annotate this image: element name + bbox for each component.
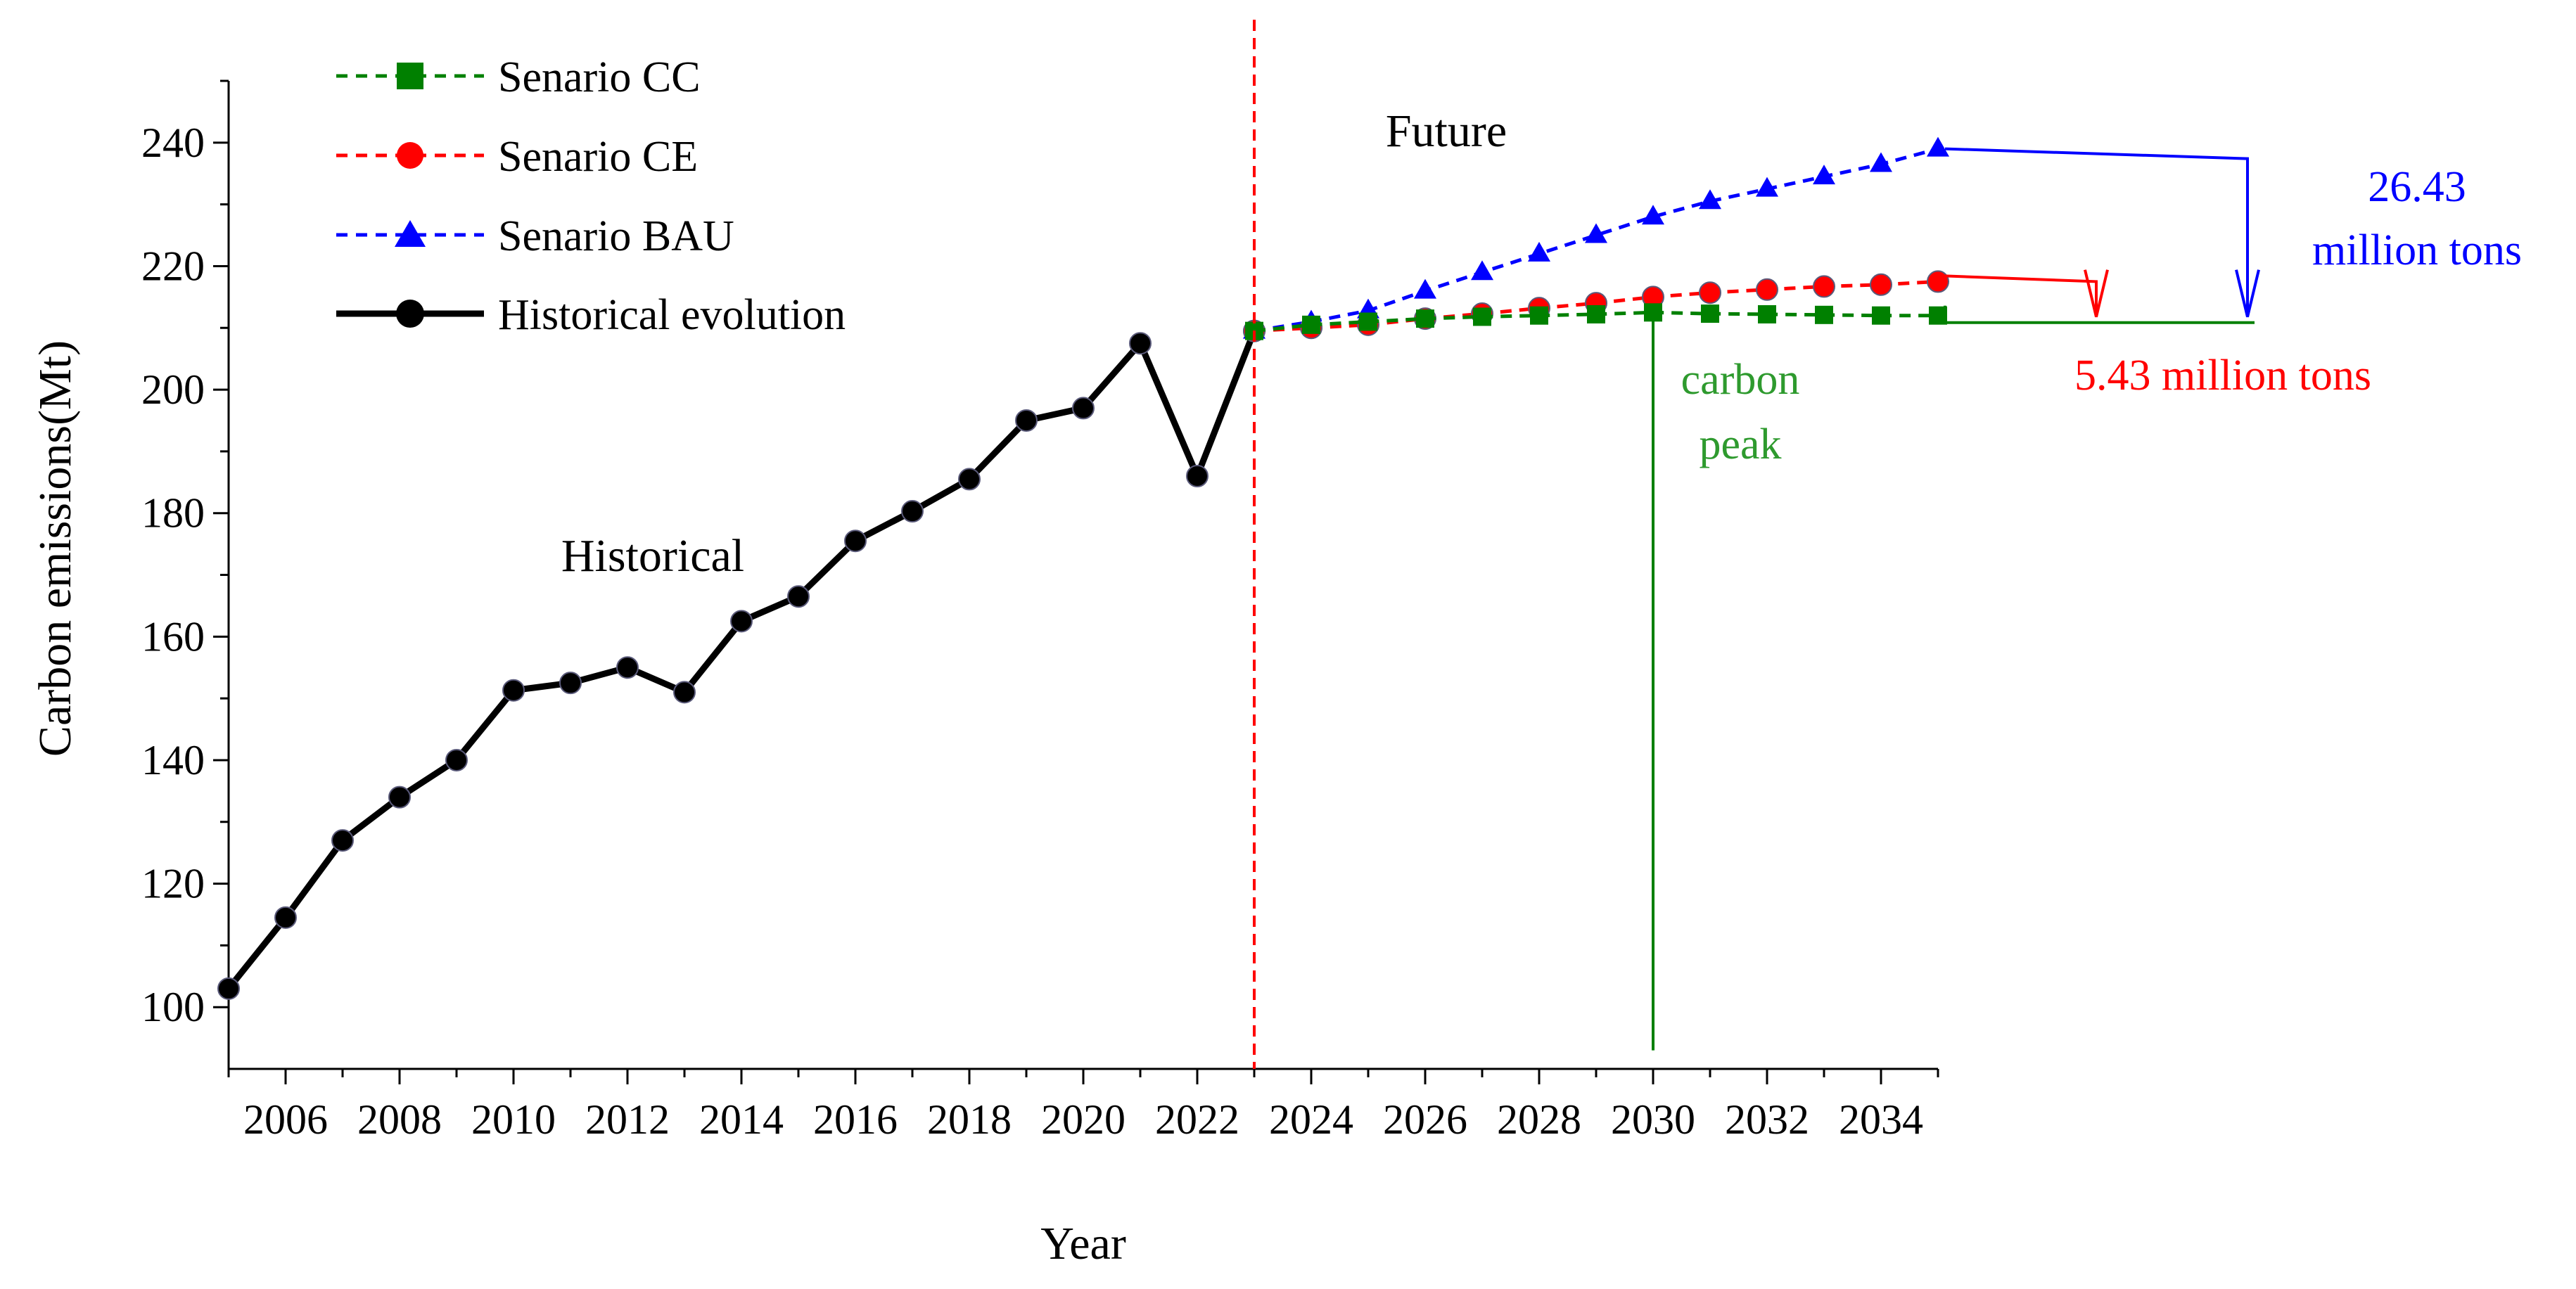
historical-label: Historical — [561, 530, 744, 582]
data-point — [1359, 312, 1377, 331]
data-point — [673, 681, 696, 704]
legend-label-bau: Senario BAU — [498, 212, 734, 260]
data-point — [1870, 273, 1892, 296]
x-tick-label: 2020 — [1041, 1096, 1126, 1143]
y-tick-label: 160 — [141, 613, 205, 660]
legend-item-ce: Senario CE — [336, 133, 698, 181]
data-point — [1072, 397, 1095, 420]
x-tick-label: 2014 — [699, 1096, 784, 1143]
data-point — [958, 468, 981, 491]
legend-item-cc: Senario CC — [336, 53, 701, 101]
x-tick-label: 2008 — [357, 1096, 442, 1143]
data-point — [1416, 309, 1434, 328]
data-point — [445, 748, 468, 771]
x-tick-label: 2010 — [471, 1096, 556, 1143]
data-point — [1701, 304, 1719, 323]
x-tick-label: 2034 — [1839, 1096, 1923, 1143]
series-line — [226, 329, 1258, 991]
legend-item-historical: Historical evolution — [336, 291, 846, 339]
data-point — [217, 977, 240, 1000]
legend: Senario CC Senario CE Senario BAU Histor… — [336, 53, 846, 339]
data-point — [1756, 278, 1778, 301]
y-tick-label: 240 — [141, 120, 205, 166]
x-tick-label: 2028 — [1497, 1096, 1581, 1143]
bau-gap-unit: million tons — [2312, 226, 2522, 274]
ce-gap-label: 5.43 million tons — [2074, 352, 2371, 399]
x-tick-label: 2012 — [585, 1096, 670, 1143]
ce-gap-arrowhead — [2084, 269, 2109, 318]
axis-ticks: 100 120 140 160 180 200 220 240 2006 2008 2010 2012… — [141, 79, 1939, 1143]
data-point — [1872, 306, 1890, 325]
data-point — [1585, 223, 1607, 243]
data-point — [1302, 315, 1320, 334]
annotations: Year Carbon emissions(Mt) Historical Fut… — [30, 20, 2522, 1269]
x-tick-label: 2006 — [243, 1096, 328, 1143]
data-point — [787, 585, 810, 608]
bau-gap-arrow — [1944, 147, 2249, 317]
series-historical-evolution — [217, 319, 1265, 1000]
data-point — [1473, 307, 1491, 326]
y-tick-label: 140 — [141, 737, 205, 783]
data-point — [1927, 136, 1949, 157]
data-point — [730, 610, 753, 633]
data-point — [1758, 304, 1776, 323]
future-label: Future — [1386, 105, 1507, 157]
data-point — [1471, 260, 1493, 281]
data-point — [1414, 278, 1436, 299]
x-tick-label: 2022 — [1155, 1096, 1239, 1143]
data-point — [274, 906, 297, 929]
data-point — [901, 500, 924, 523]
x-tick-label: 2024 — [1269, 1096, 1353, 1143]
data-point — [1813, 275, 1835, 298]
data-point — [388, 785, 411, 809]
x-tick-label: 2032 — [1725, 1096, 1809, 1143]
x-tick-label: 2018 — [927, 1096, 1012, 1143]
axes — [227, 81, 1938, 1070]
data-point — [1528, 241, 1550, 262]
data-point — [1813, 165, 1835, 185]
series-senario-cc — [1245, 303, 1947, 340]
data-point — [1815, 305, 1833, 324]
data-point — [1642, 205, 1664, 225]
carbon-peak-label-line1: carbon — [1681, 356, 1800, 404]
data-point — [1129, 332, 1152, 355]
data-point — [331, 829, 354, 852]
y-tick-label: 120 — [141, 861, 205, 907]
data-point — [844, 530, 867, 553]
data-point — [1186, 465, 1209, 487]
series-layer — [217, 136, 1949, 1000]
data-point — [502, 679, 525, 702]
legend-label-historical: Historical evolution — [498, 291, 846, 339]
data-point — [1927, 270, 1949, 293]
y-axis-title: Carbon emissions(Mt) — [30, 340, 81, 757]
ce-gap-arrow — [1944, 274, 2098, 317]
data-point — [1756, 177, 1778, 197]
x-tick-label: 2030 — [1611, 1096, 1695, 1143]
y-tick-label: 180 — [141, 490, 205, 537]
y-tick-label: 220 — [141, 243, 205, 289]
y-tick-label: 100 — [141, 984, 205, 1030]
data-point — [616, 656, 639, 679]
legend-item-bau: Senario BAU — [336, 212, 734, 260]
legend-label-cc: Senario CC — [498, 53, 701, 101]
y-tick-label: 200 — [141, 366, 205, 413]
x-tick-label: 2026 — [1383, 1096, 1467, 1143]
legend-label-ce: Senario CE — [498, 133, 698, 181]
data-point — [1699, 189, 1721, 210]
data-point — [1870, 152, 1892, 172]
data-point — [1587, 304, 1605, 323]
data-point — [1015, 409, 1038, 432]
x-tick-label: 2016 — [813, 1096, 898, 1143]
bau-gap-arrowhead — [2235, 269, 2260, 318]
x-axis-title: Year — [1040, 1218, 1126, 1269]
bau-gap-value: 26.43 — [2368, 163, 2466, 211]
data-point — [559, 672, 582, 695]
data-point — [1699, 281, 1721, 304]
carbon-peak-label-line2: peak — [1699, 421, 1781, 468]
data-point — [1530, 306, 1548, 325]
